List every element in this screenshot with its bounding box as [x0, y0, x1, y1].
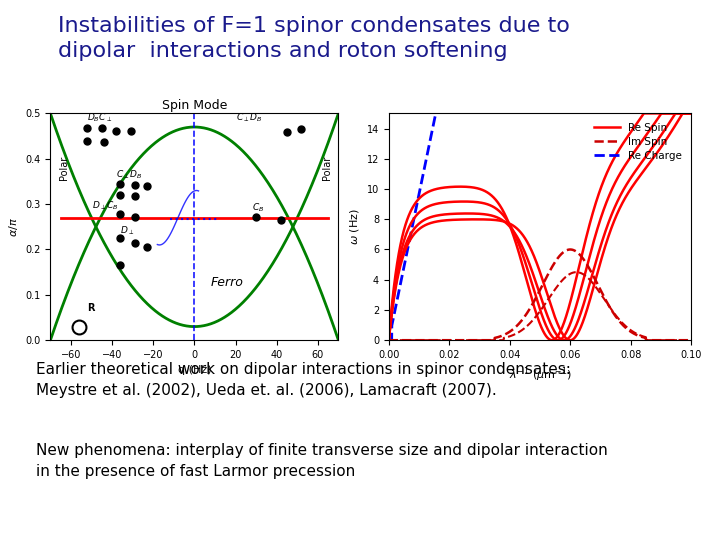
- Text: Ferro: Ferro: [211, 276, 244, 289]
- Legend: Re Spin, Im Spin, Re Charge: Re Spin, Im Spin, Re Charge: [590, 119, 686, 165]
- Text: Polar: Polar: [58, 156, 68, 180]
- Text: New phenomena: interplay of finite transverse size and dipolar interaction
in th: New phenomena: interplay of finite trans…: [36, 443, 608, 479]
- X-axis label: $\lambda^{-1}$ ($\mu$m$^{-1}$): $\lambda^{-1}$ ($\mu$m$^{-1}$): [508, 366, 572, 384]
- Title: Spin Mode: Spin Mode: [162, 99, 227, 112]
- Text: $D_B C_\perp$: $D_B C_\perp$: [87, 112, 112, 124]
- Text: Earlier theoretical work on dipolar interactions in spinor condensates:
Meystre : Earlier theoretical work on dipolar inte…: [36, 362, 571, 398]
- Y-axis label: $\omega$ (Hz): $\omega$ (Hz): [348, 208, 361, 245]
- Y-axis label: $\alpha/\pi$: $\alpha/\pi$: [6, 217, 19, 237]
- Text: R: R: [87, 303, 95, 313]
- Text: $D_\perp$: $D_\perp$: [120, 225, 135, 237]
- Text: $C_B$: $C_B$: [252, 202, 264, 214]
- Text: $D_\perp C_B$: $D_\perp C_B$: [91, 200, 118, 212]
- Text: Instabilities of F=1 spinor condensates due to
dipolar  interactions and roton s: Instabilities of F=1 spinor condensates …: [58, 16, 570, 61]
- Text: $C_\perp D_B$: $C_\perp D_B$: [235, 112, 262, 124]
- Text: $C_\perp D_B$: $C_\perp D_B$: [116, 169, 143, 181]
- Text: Polar: Polar: [322, 156, 332, 180]
- X-axis label: q (Hz): q (Hz): [178, 366, 211, 375]
